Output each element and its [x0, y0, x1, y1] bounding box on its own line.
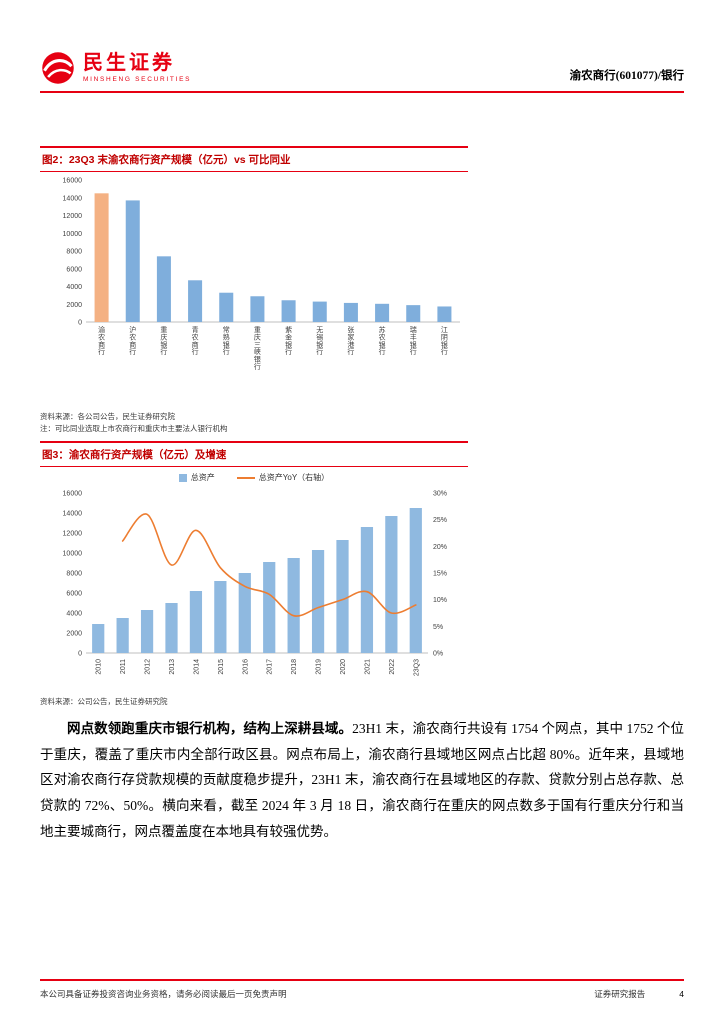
paragraph-body: 23H1 末，渝农商行共设有 1754 个网点，其中 1752 个位于重庆，覆盖… [40, 721, 684, 839]
svg-text:8000: 8000 [66, 571, 82, 578]
figure2-bar-chart: 0 2000 4000 6000 8000 10000 12000 14000 16000 渝农商… [63, 178, 460, 371]
figure3-chart: 0 2000 4000 6000 8000 10000 12000 14000 16000 0% 5… [40, 485, 468, 694]
legend-label: 总资产YoY（右轴） [258, 473, 330, 482]
figure2-title: 图2：23Q3 末渝农商行资产规模（亿元）vs 可比同业 [40, 146, 468, 172]
paragraph-lead: 网点数领跑重庆市银行机构，结构上深耕县域。 [67, 721, 353, 736]
svg-text:重庆银行: 重庆银行 [160, 326, 167, 356]
svg-text:0: 0 [78, 320, 82, 327]
svg-text:30%: 30% [433, 491, 447, 498]
svg-text:14000: 14000 [63, 195, 83, 202]
svg-text:0%: 0% [433, 651, 443, 658]
svg-text:4000: 4000 [66, 611, 82, 618]
figure3-title: 图3：渝农商行资产规模（亿元）及增速 [40, 441, 468, 467]
legend-bar-swatch [178, 473, 187, 482]
svg-text:2014: 2014 [193, 659, 200, 675]
svg-text:2020: 2020 [340, 659, 347, 675]
minsheng-logo-icon [40, 50, 76, 86]
page-number: 4 [679, 989, 684, 999]
svg-text:4000: 4000 [66, 284, 82, 291]
svg-text:5%: 5% [433, 624, 443, 631]
svg-text:2021: 2021 [364, 659, 371, 675]
figure2-chart: 0 2000 4000 6000 8000 10000 12000 14000 16000 渝农商… [40, 172, 468, 409]
svg-text:瑞丰银行: 瑞丰银行 [410, 325, 417, 356]
body-paragraph: 网点数领跑重庆市银行机构，结构上深耕县域。23H1 末，渝农商行共设有 1754… [40, 716, 684, 844]
svg-text:苏农银行: 苏农银行 [379, 325, 386, 356]
svg-text:14000: 14000 [63, 511, 83, 518]
svg-text:紫金银行: 紫金银行 [285, 326, 292, 356]
page-footer: 本公司具备证券投资咨询业务资格，请务必阅读最后一页免责声明 证券研究报告 4 [40, 979, 684, 1000]
svg-text:张家港行: 张家港行 [347, 325, 354, 356]
svg-text:16000: 16000 [63, 491, 83, 498]
svg-text:10000: 10000 [63, 551, 83, 558]
svg-text:2017: 2017 [267, 659, 274, 675]
svg-text:15%: 15% [433, 571, 447, 578]
svg-text:0: 0 [78, 651, 82, 658]
svg-text:6000: 6000 [66, 266, 82, 273]
brand-name-en: MINSHENG SECURITIES [83, 76, 192, 83]
footer-right: 证券研究报告 4 [594, 988, 684, 1000]
svg-text:25%: 25% [433, 517, 447, 524]
svg-text:16000: 16000 [63, 178, 83, 185]
svg-text:2011: 2011 [120, 659, 127, 674]
svg-text:2000: 2000 [66, 302, 82, 309]
figure3-block: 图3：渝农商行资产规模（亿元）及增速 总资产 总资产YoY（右轴） 0 2000 40… [40, 441, 468, 708]
svg-text:23Q3: 23Q3 [413, 659, 420, 676]
footer-disclaimer: 本公司具备证券投资咨询业务资格，请务必阅读最后一页免责声明 [40, 989, 287, 999]
svg-text:2013: 2013 [169, 659, 176, 675]
svg-text:2019: 2019 [316, 659, 323, 675]
svg-text:10%: 10% [433, 597, 447, 604]
legend-item: 总资产YoY（右轴） [236, 472, 330, 483]
legend-line-swatch [236, 476, 255, 479]
page-header: 民生证券 MINSHENG SECURITIES 渝农商行(601077)/银行 [40, 38, 684, 93]
figure2-source: 资料来源：各公司公告，民生证券研究院 注：可比同业选取上市农商行和重庆市主要法人… [40, 411, 468, 436]
svg-text:6000: 6000 [66, 591, 82, 598]
svg-text:8000: 8000 [66, 249, 82, 256]
svg-text:重庆三峡银行: 重庆三峡银行 [254, 326, 261, 371]
svg-text:渝农商行: 渝农商行 [98, 325, 105, 356]
svg-text:2016: 2016 [242, 659, 249, 675]
figure3-combo-chart: 0 2000 4000 6000 8000 10000 12000 14000 16000 0% 5… [63, 491, 447, 677]
legend-item: 总资产 [178, 472, 215, 483]
svg-text:12000: 12000 [63, 213, 83, 220]
footer-report-type: 证券研究报告 [594, 989, 646, 999]
svg-text:江阴银行: 江阴银行 [441, 326, 448, 356]
figure3-legend: 总资产 总资产YoY（右轴） [40, 470, 468, 485]
brand-name-cn: 民生证券 [83, 52, 175, 74]
svg-text:无锡银行: 无锡银行 [316, 326, 323, 356]
figure3-source-line: 资料来源：公司公告，民生证券研究院 [40, 697, 168, 706]
figure3-source: 资料来源：公司公告，民生证券研究院 [40, 696, 468, 708]
figure2-note-line: 注：可比同业选取上市农商行和重庆市主要法人银行机构 [40, 424, 228, 434]
svg-text:常熟银行: 常熟银行 [223, 325, 230, 356]
figure2-source-line: 资料来源：各公司公告，民生证券研究院 [40, 412, 175, 421]
svg-text:10000: 10000 [63, 231, 83, 238]
brand-logo: 民生证券 MINSHENG SECURITIES [40, 50, 191, 86]
svg-text:2010: 2010 [96, 659, 103, 675]
svg-text:沪农商行: 沪农商行 [129, 325, 136, 356]
svg-text:2018: 2018 [291, 659, 298, 675]
svg-text:青农商行: 青农商行 [192, 325, 199, 356]
svg-text:20%: 20% [433, 544, 447, 551]
svg-text:12000: 12000 [63, 531, 83, 538]
brand-text: 民生证券 MINSHENG SECURITIES [83, 52, 192, 84]
figure2-block: 图2：23Q3 末渝农商行资产规模（亿元）vs 可比同业 0 2000 4000 60… [40, 146, 468, 436]
report-subject: 渝农商行(601077)/银行 [569, 70, 684, 82]
legend-label: 总资产 [190, 473, 215, 482]
svg-text:2015: 2015 [218, 659, 225, 675]
svg-text:2000: 2000 [66, 631, 82, 638]
svg-text:2012: 2012 [145, 659, 152, 675]
svg-text:2022: 2022 [389, 659, 396, 675]
